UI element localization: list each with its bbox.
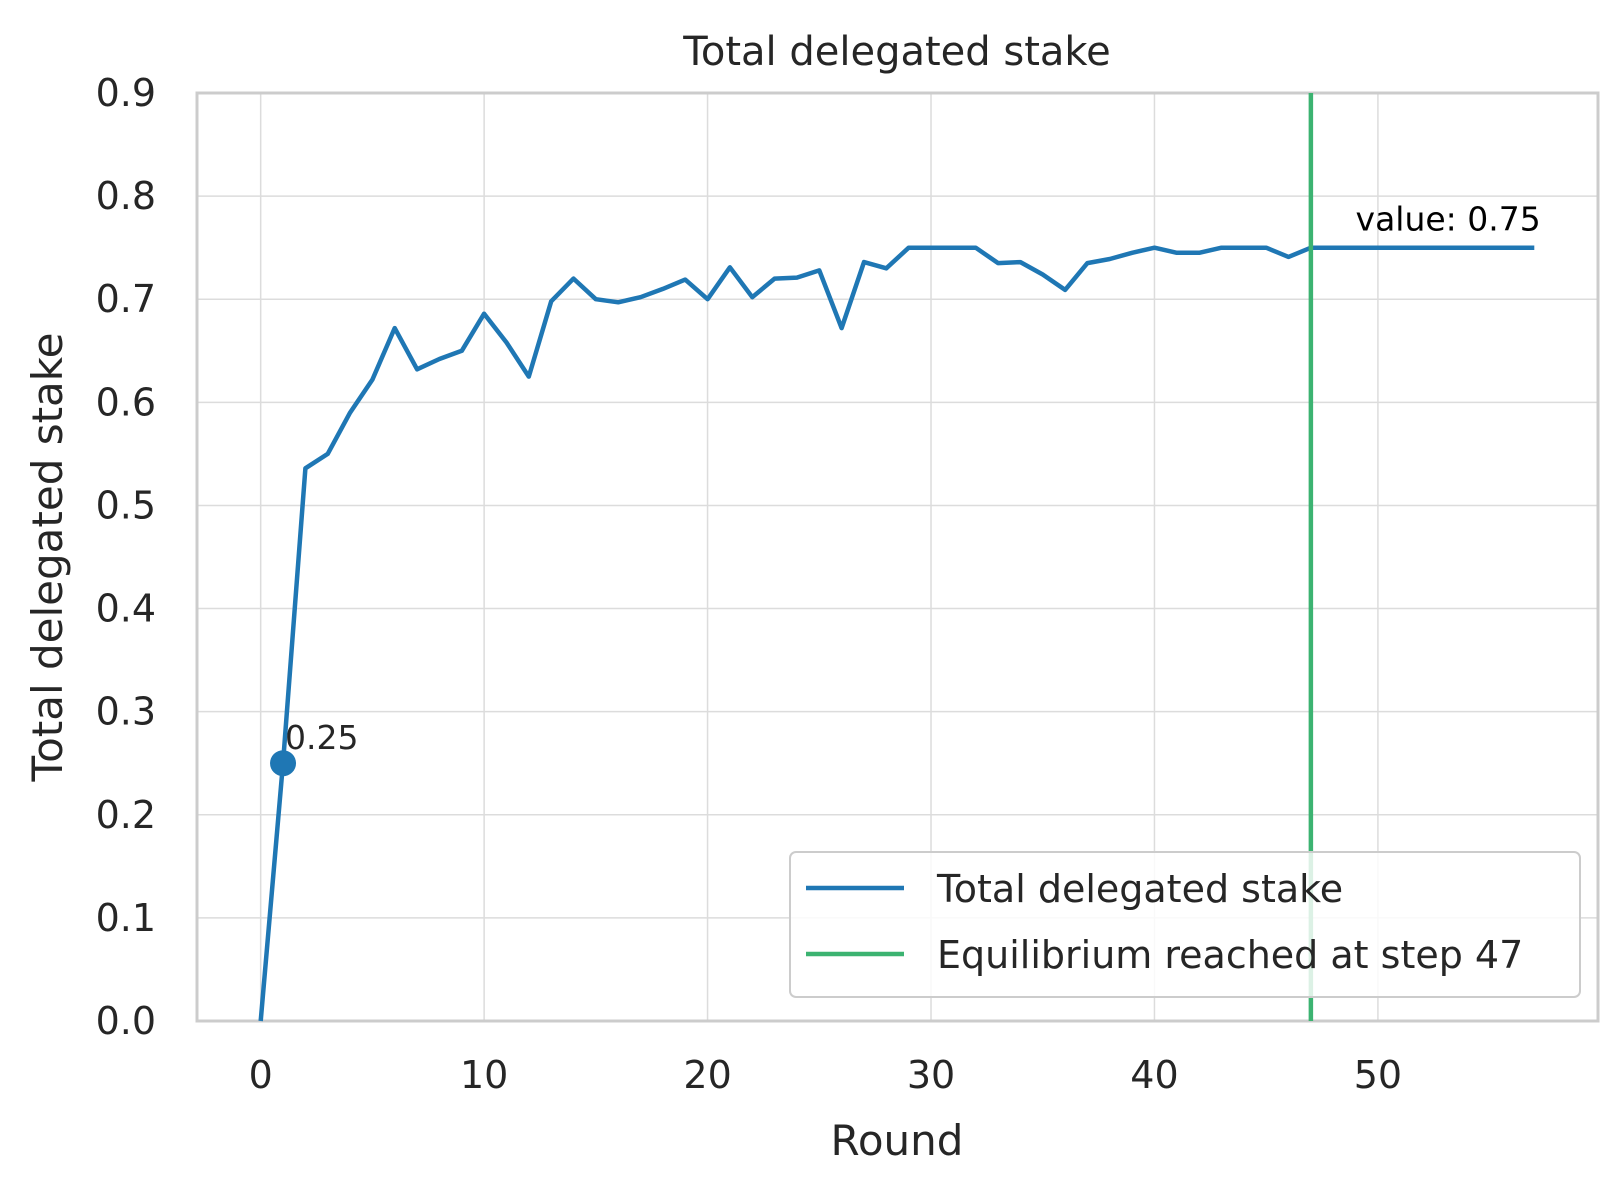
grid-lines	[197, 92, 1598, 1022]
x-tick-label: 40	[1130, 1053, 1178, 1097]
x-tick-label: 0	[249, 1053, 273, 1097]
legend: Total delegated stake Equilibrium reache…	[789, 851, 1581, 998]
y-tick-label: 0.2	[96, 793, 156, 837]
x-tick-label: 10	[460, 1053, 508, 1097]
y-tick-label: 0.4	[96, 587, 156, 631]
y-tick-label: 0.3	[96, 690, 156, 734]
x-tick-label: 20	[683, 1053, 731, 1097]
y-tick-label: 0.7	[96, 277, 156, 321]
x-tick-label: 30	[907, 1053, 955, 1097]
y-tick-label: 0.0	[96, 999, 156, 1043]
y-tick-label: 0.8	[96, 174, 156, 218]
y-axis-label: Total delegated stake	[23, 333, 72, 783]
highlight-point-label: 0.25	[285, 718, 358, 757]
y-tick-label: 0.6	[96, 380, 156, 424]
plot-frame	[195, 91, 1600, 1023]
x-tick-label: 50	[1354, 1053, 1402, 1097]
tick-labels: 0 10 20 30 40 50 0.0 0.1 0.2 0.3 0.4 0.5 0.6 0.7 0.8 0.…	[96, 71, 1403, 1097]
chart-title: Total delegated stake	[682, 29, 1111, 75]
y-tick-label: 0.5	[96, 483, 156, 527]
highlight-point	[270, 750, 297, 777]
y-tick-label: 0.9	[96, 71, 156, 115]
y-tick-label: 0.1	[96, 896, 156, 940]
legend-label-equilibrium: Equilibrium reached at step 47	[937, 933, 1523, 977]
value-annotation: value: 0.75	[1356, 200, 1541, 239]
x-axis-label: Round	[831, 1116, 964, 1165]
series-line-total-delegated-stake	[258, 245, 1535, 1022]
legend-box	[789, 851, 1581, 998]
legend-label-total-delegated-stake: Total delegated stake	[936, 867, 1343, 911]
series-layer: 0.25 value: 0.75	[258, 93, 1541, 1022]
